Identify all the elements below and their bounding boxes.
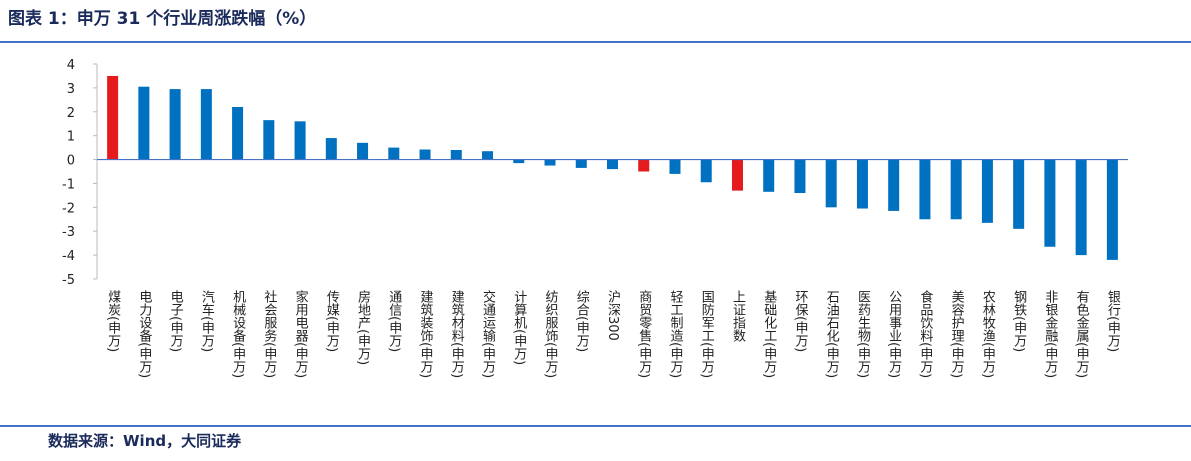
- bar: [482, 151, 494, 160]
- chart-title: 图表 1：申万 31 个行业周涨跌幅（%）: [8, 8, 316, 29]
- bar: [1044, 159, 1056, 247]
- bar: [700, 159, 712, 183]
- y-tick-label: 2: [67, 106, 75, 121]
- bar: [794, 159, 806, 193]
- y-tick-label: -1: [62, 177, 75, 192]
- x-tick-label: 沪深300: [605, 289, 621, 340]
- bar: [919, 159, 931, 220]
- x-tick-label: 纺织服饰(申万): [543, 290, 559, 378]
- x-tick-label: 国防军工(申万): [699, 290, 715, 378]
- x-tick-label: 计算机(申万): [511, 290, 527, 365]
- x-tick-label: 轻工制造(申万): [667, 290, 683, 378]
- bar: [138, 86, 150, 160]
- bar: [388, 147, 400, 160]
- x-tick-label: 银行(申万): [1105, 290, 1121, 352]
- x-tick-label: 上证指数: [730, 290, 746, 342]
- bar: [607, 159, 618, 170]
- bar: [232, 107, 244, 160]
- bar: [263, 120, 275, 160]
- y-tick-label: -4: [62, 249, 75, 264]
- x-tick-label: 社会服务(申万): [261, 289, 277, 378]
- bar: [763, 159, 775, 192]
- x-tick-label: 石油石化(申万): [824, 290, 840, 378]
- bar: [513, 159, 525, 164]
- bar: [575, 159, 587, 168]
- x-tick-label: 美容护理(申万): [949, 290, 965, 378]
- x-tick-label: 房地产(申万): [355, 289, 371, 365]
- x-tick-label: 基础化工(申万): [761, 290, 777, 378]
- x-tick-label: 钢铁(申万): [1011, 290, 1027, 352]
- y-tick-label: -2: [62, 201, 75, 216]
- y-tick-label: 4: [67, 58, 75, 73]
- x-tick-label: 机械设备(申万): [230, 290, 246, 378]
- x-tick-label: 通信(申万): [386, 290, 402, 352]
- x-tick-label: 有色金属(申万): [1074, 290, 1090, 378]
- y-tick-label: 1: [67, 130, 75, 145]
- y-tick-label: 0: [67, 154, 75, 169]
- bar: [950, 159, 962, 220]
- x-tick-label: 传媒(申万): [324, 290, 340, 352]
- bar: [107, 75, 119, 160]
- bar: [825, 159, 837, 208]
- x-tick-label: 非银金融(申万): [1042, 290, 1058, 378]
- bar: [450, 150, 462, 160]
- bar: [638, 159, 650, 172]
- bar: [1075, 159, 1087, 256]
- x-tick-label: 公用事业(申万): [886, 290, 902, 378]
- bar: [419, 149, 431, 160]
- bar: [200, 89, 212, 160]
- bar: [731, 159, 743, 191]
- x-tick-label: 环保(申万): [792, 290, 808, 352]
- bar: [1013, 159, 1025, 229]
- bar: [169, 89, 181, 160]
- x-tick-label: 建筑材料(申万): [449, 290, 465, 378]
- x-tick-label: 建筑装饰(申万): [418, 290, 434, 378]
- bar: [544, 159, 556, 166]
- x-tick-label: 煤炭(申万): [105, 290, 121, 352]
- x-tick-label: 农林牧渔(申万): [980, 290, 996, 378]
- x-tick-label: 交通运输(申万): [480, 289, 496, 378]
- x-tick-label: 食品饮料(申万): [917, 289, 933, 378]
- x-tick-label: 家用电器(申万): [293, 289, 309, 378]
- x-tick-label: 医药生物(申万): [855, 290, 871, 378]
- source-note: 数据来源：Wind，大同证券: [48, 432, 242, 450]
- y-tick-label: 3: [67, 82, 75, 97]
- y-tick-label: -5: [62, 273, 75, 288]
- bar: [669, 159, 681, 174]
- x-tick-label: 电子(申万): [168, 290, 184, 352]
- bar: [1106, 159, 1118, 260]
- bar: [357, 142, 369, 160]
- bar: [888, 159, 900, 211]
- x-tick-label: 商贸零售(申万): [636, 290, 652, 378]
- x-tick-label: 汽车(申万): [199, 290, 215, 352]
- bar: [856, 159, 868, 209]
- bar: [981, 159, 993, 223]
- bar: [294, 121, 306, 160]
- x-tick-label: 电力设备(申万): [136, 290, 152, 378]
- x-tick-label: 综合(申万): [574, 290, 590, 352]
- bar: [325, 138, 337, 160]
- y-tick-label: -3: [62, 225, 75, 240]
